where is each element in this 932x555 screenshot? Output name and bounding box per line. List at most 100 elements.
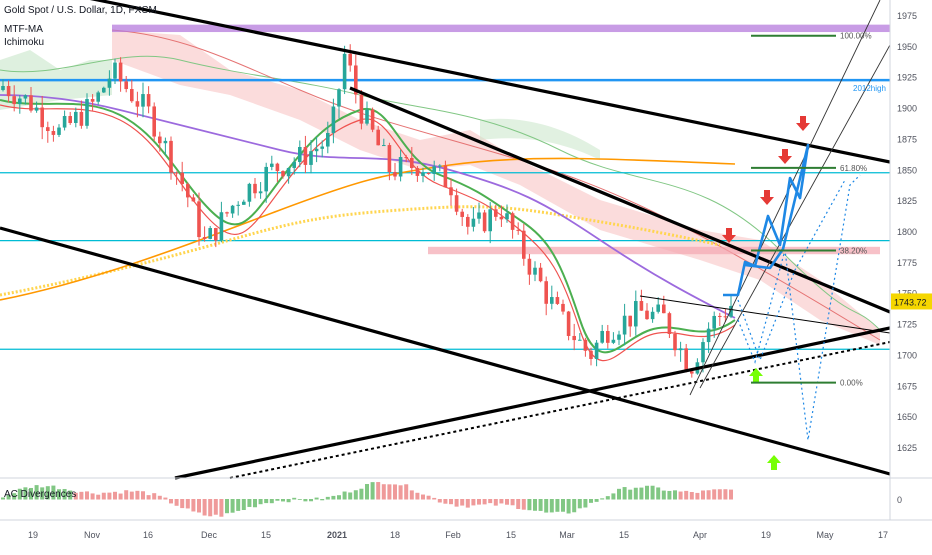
candle-bullish [533,267,537,275]
supply-zone [428,246,880,255]
candle-bullish [505,213,509,220]
ac-histogram-bar [488,499,493,504]
candle-bullish [326,132,330,147]
candle-bearish [29,95,33,111]
price-tick-label: 1700 [897,350,917,360]
ac-histogram-bar [337,495,341,500]
ac-histogram-bar [219,499,224,517]
candle-bullish [650,311,655,320]
candle-bearish [460,211,464,217]
price-tick-label: 1625 [897,443,917,453]
ac-histogram-bar [661,490,666,500]
candle-bullish [292,161,296,168]
ac-histogram-bar [521,499,526,510]
ac-histogram-bar [561,499,565,512]
candle-bearish [191,197,196,202]
candle-bearish [443,165,448,188]
ac-histogram-bar [62,488,67,500]
candle-bullish [74,111,78,123]
ac-histogram-bar [605,496,610,500]
candle-bullish [712,315,716,329]
time-tick-label: 19 [761,530,771,540]
ac-histogram-bar [90,493,95,500]
candle-bearish [561,303,565,312]
candle-bearish [281,171,285,177]
ac-histogram-bar [600,498,605,500]
ac-histogram-bar [191,499,196,512]
candle-bearish [516,229,520,231]
ma-dotted-yellow [0,205,721,297]
candle-bearish [124,81,128,90]
time-tick-label: 15 [261,530,271,540]
ac-histogram-bar [163,497,168,500]
candle-bearish [214,228,218,241]
ac-histogram-bar [331,495,336,500]
pitchfork-line-upper [689,0,881,396]
pitchfork-line-lower [699,44,891,389]
rising-support-trendline [174,326,891,480]
ac-histogram-bar [213,499,218,515]
candle-bearish [40,107,44,128]
middle-channel-trendline [349,86,891,314]
candle-bullish [382,145,386,147]
candle-bearish [186,184,190,198]
price-tick-label: 1950 [897,42,917,52]
indicator-ac-divergences[interactable]: AC Divergences [4,489,77,500]
candle-bearish [130,89,134,102]
ac-histogram-bar [269,499,274,504]
candle-bearish [12,96,16,105]
ac-histogram-bar [85,491,89,500]
indicator-ichimoku[interactable]: Ichimoku [4,37,45,48]
candle-bullish [270,163,274,167]
indicator-mtf-ma[interactable]: MTF-MA [4,24,43,35]
time-tick-label: 19 [28,530,38,540]
ac-histogram-bar [303,499,308,502]
ac-histogram-bar [101,492,106,500]
candle-bearish [410,157,414,169]
ac-histogram-bar [454,499,459,507]
ac-histogram-bar [482,499,487,505]
ac-histogram-bar [79,491,84,500]
price-tick-label: 1900 [897,104,917,114]
candle-bullish [320,146,324,149]
ac-histogram-bar [17,488,22,500]
ac-histogram-bar [359,488,364,500]
sell-arrow-icon [796,116,810,131]
ac-histogram-bar [409,490,414,500]
ac-histogram-bar [281,499,285,502]
time-tick-label: 16 [143,530,153,540]
ac-histogram-bar [505,499,509,505]
ac-histogram-bar [471,499,476,506]
time-tick-label: Apr [693,530,707,540]
ac-histogram-bar [180,499,185,509]
time-tick-label: 2021 [327,530,347,540]
ac-histogram-bar [376,482,381,500]
lower-channel-trendline [0,226,891,476]
ac-histogram-bar [717,489,722,500]
candle-bearish [225,212,229,214]
ma-orange [0,157,736,301]
ac-histogram-bar [247,499,252,507]
candle-bearish [662,304,666,314]
candle-bullish [701,342,705,363]
candle-bearish [275,163,280,172]
candle-bearish [527,258,532,275]
ac-histogram-bar [628,489,633,500]
ac-histogram-bar [499,499,504,504]
candle-bearish [538,267,543,282]
ac-histogram-bar [314,497,319,500]
ac-histogram-bar [157,495,162,500]
sell-arrow-icon [722,228,736,243]
ac-histogram-bar [309,499,313,502]
ac-histogram-bar [583,499,588,508]
ac-histogram-bar [684,490,689,500]
candle-bullish [264,166,268,192]
ac-histogram-bar [577,499,582,509]
ac-histogram-bar [1,497,5,500]
candle-bullish [219,212,224,241]
ac-histogram-bar [589,499,593,503]
candle-bearish [639,301,644,311]
candle-bearish [454,195,459,212]
